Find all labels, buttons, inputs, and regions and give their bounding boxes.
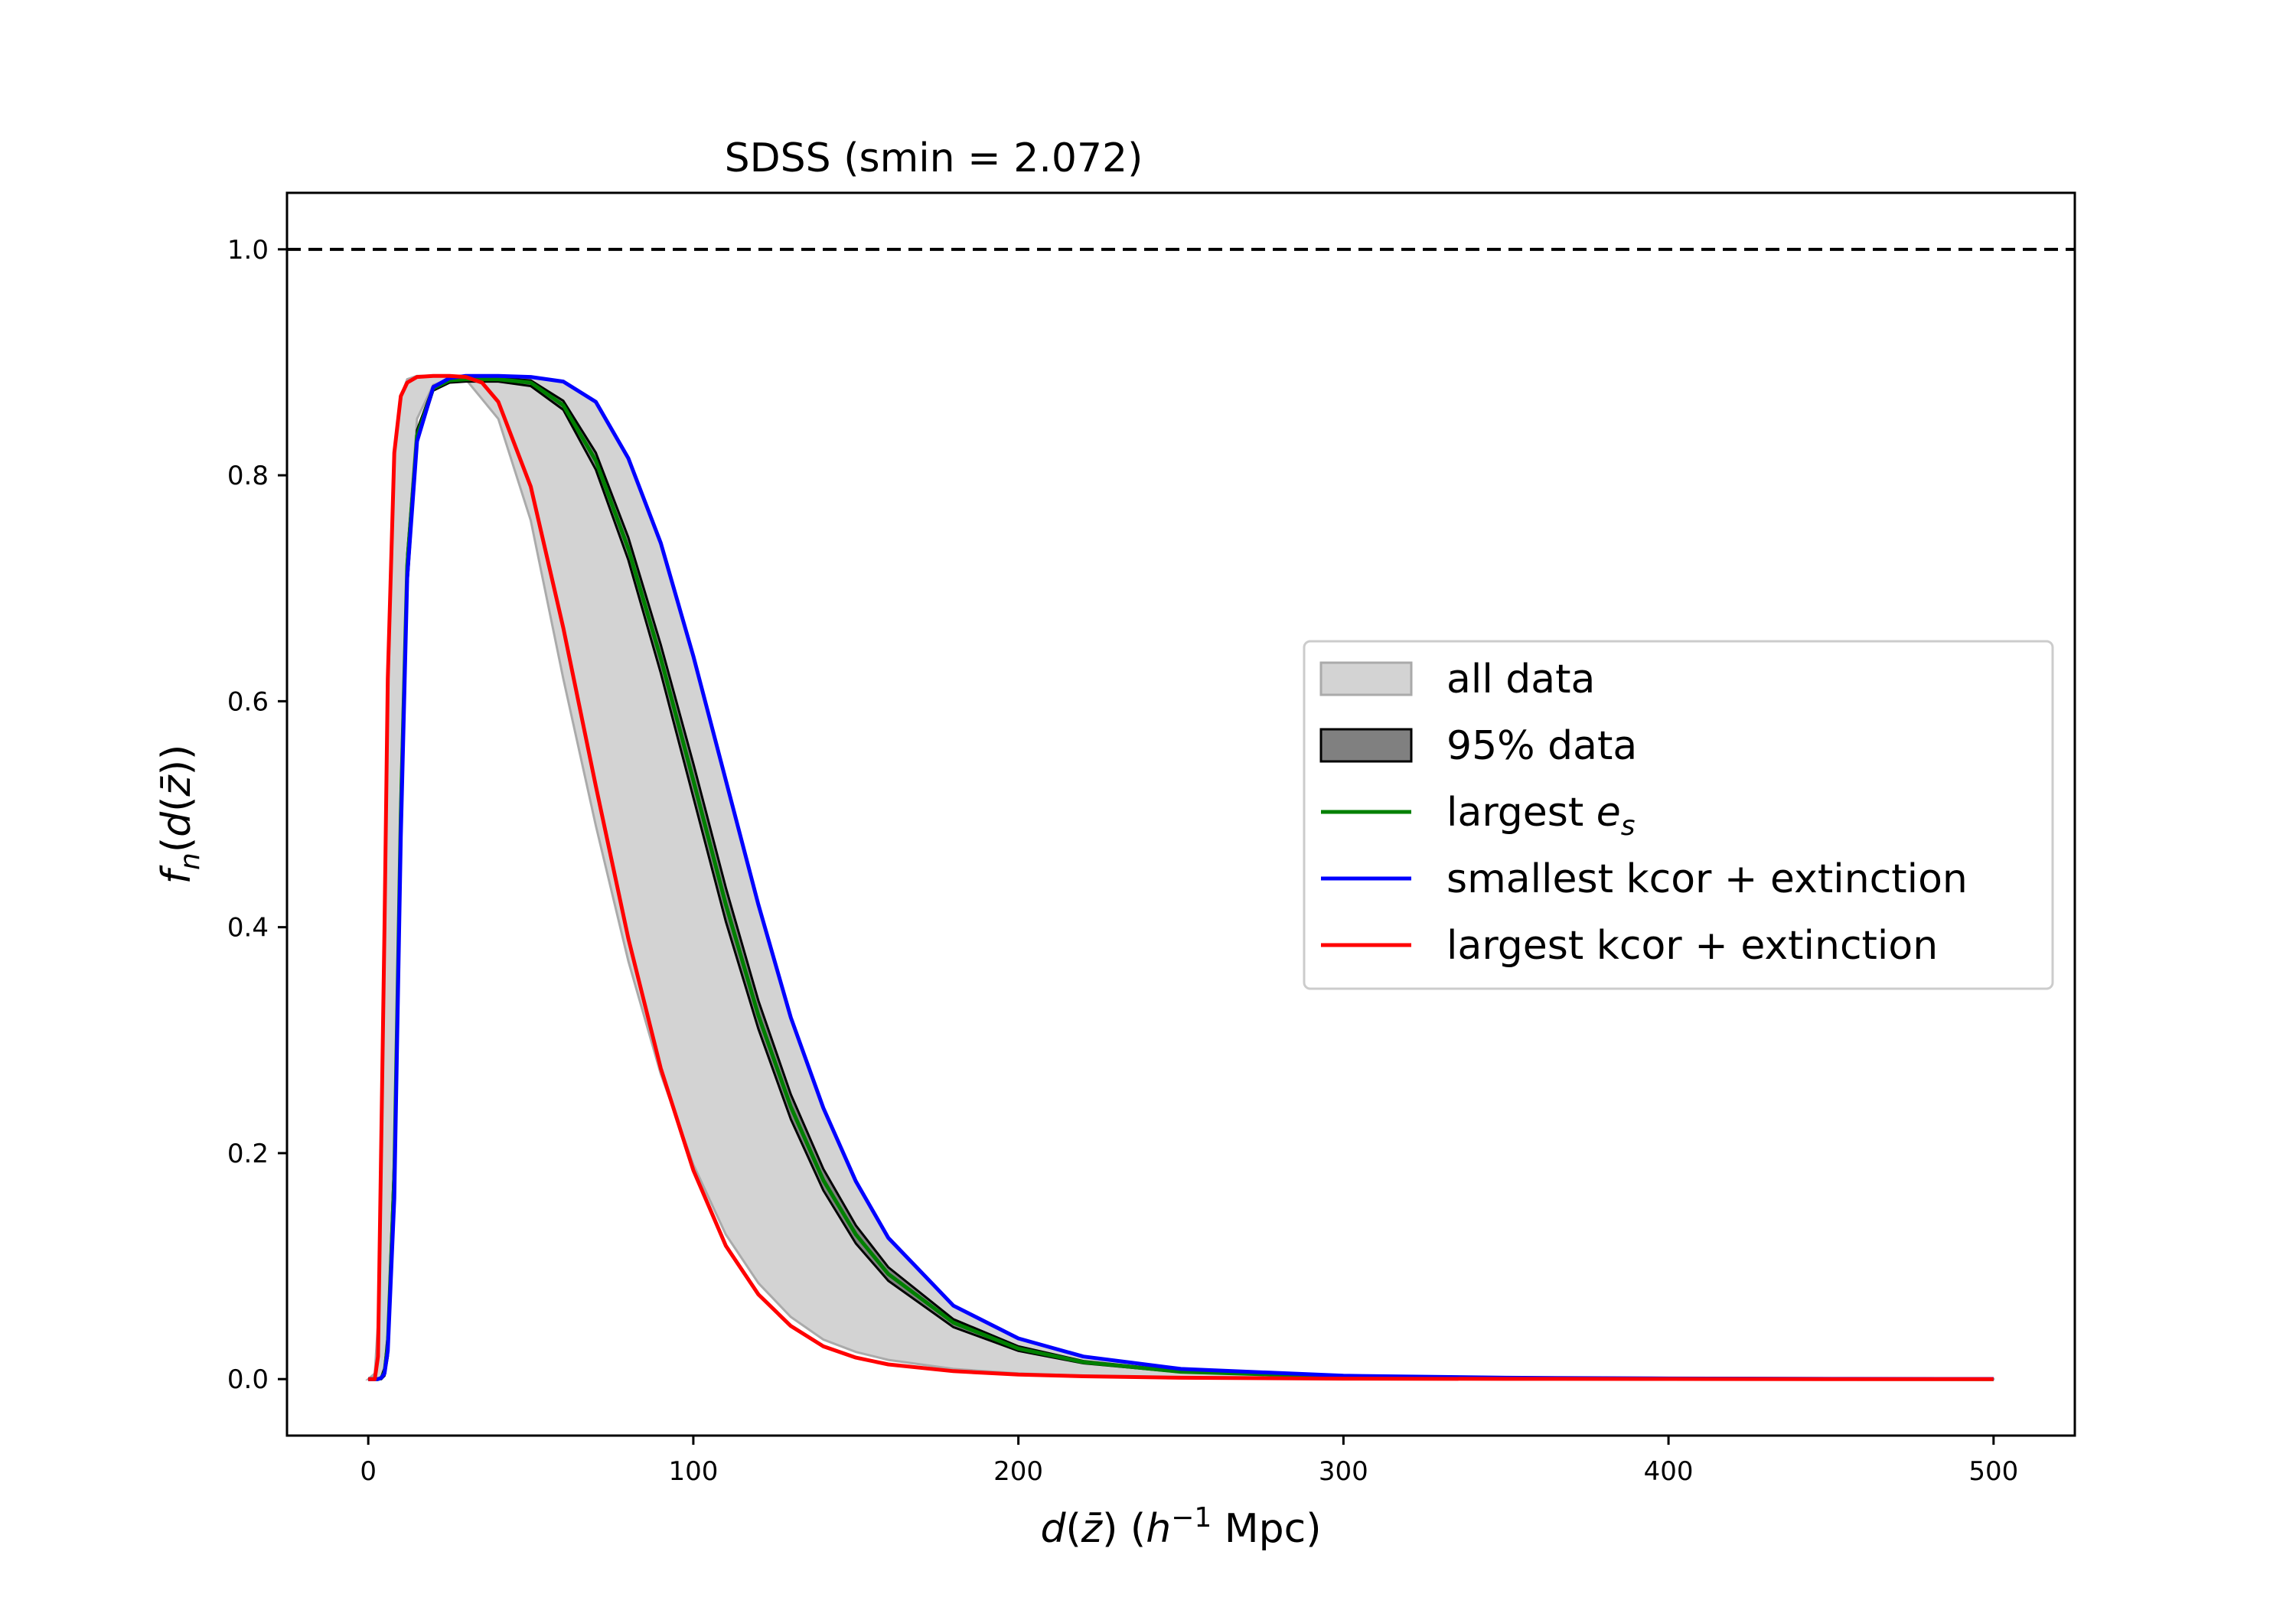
legend-label-largest-es: largest es bbox=[1446, 790, 1636, 842]
y-tick-label: 0.4 bbox=[227, 913, 269, 944]
legend-label-smallest-kcor: smallest kcor + extinction bbox=[1446, 856, 1968, 902]
ticks: 0 100 200 300 400 500 0.0 0.2 0.4 0.6 0.8 1.0 bbox=[227, 235, 2018, 1487]
legend-label-all-data: all data bbox=[1446, 657, 1595, 702]
y-tick-label: 0.2 bbox=[227, 1139, 269, 1169]
plot-area bbox=[287, 247, 2075, 1381]
chart-title: SDSS (smin = 2.072) bbox=[725, 135, 1143, 181]
x-tick-label: 500 bbox=[1968, 1456, 2018, 1487]
legend-swatch-all-data bbox=[1319, 661, 1413, 696]
y-tick-label: 0.8 bbox=[227, 461, 269, 491]
series-line-smallest-kcor-extinction bbox=[368, 373, 1994, 1381]
axes-frame bbox=[285, 191, 2076, 1437]
x-tick-label: 0 bbox=[360, 1456, 377, 1487]
legend-label-95-data: 95% data bbox=[1446, 723, 1637, 769]
y-tick-label: 0.0 bbox=[227, 1364, 269, 1395]
series-line-largest-kcor-extinction bbox=[368, 373, 1994, 1381]
y-tick-label: 1.0 bbox=[227, 235, 269, 266]
x-tick-label: 100 bbox=[668, 1456, 718, 1487]
x-tick-label: 200 bbox=[993, 1456, 1043, 1487]
legend-label-largest-kcor: largest kcor + extinction bbox=[1446, 923, 1938, 969]
x-tick-label: 400 bbox=[1644, 1456, 1694, 1487]
x-axis-label: d(z̄) (h−1 Mpc) bbox=[1040, 1502, 1321, 1552]
legend: all data 95% data largest es smallest kc… bbox=[1303, 640, 2054, 990]
y-tick-label: 0.6 bbox=[227, 686, 269, 717]
x-tick-label: 300 bbox=[1319, 1456, 1368, 1487]
legend-box bbox=[1303, 640, 2054, 990]
legend-swatch-95-data bbox=[1319, 728, 1413, 763]
y-axis-label: fn(d(z̄)) bbox=[154, 745, 206, 885]
